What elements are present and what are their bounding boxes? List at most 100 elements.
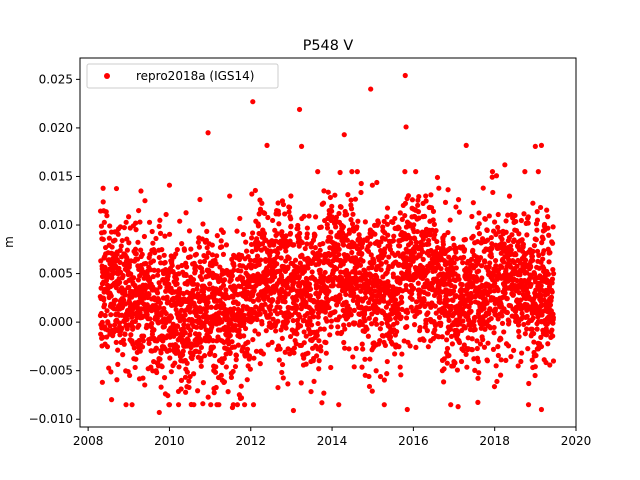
data-point (487, 306, 493, 312)
data-point (117, 247, 123, 254)
data-point (156, 409, 162, 416)
data-point (454, 367, 461, 373)
data-point (318, 224, 324, 230)
data-point (495, 287, 501, 294)
data-point (227, 349, 233, 356)
data-point (460, 260, 466, 266)
data-point (192, 267, 198, 274)
data-point (141, 233, 148, 240)
data-point (486, 264, 492, 270)
data-point (139, 251, 145, 258)
data-point (524, 313, 530, 320)
data-point (273, 328, 279, 334)
data-point (175, 264, 181, 270)
data-point (359, 341, 365, 347)
data-point (387, 316, 393, 322)
data-point (138, 188, 144, 194)
data-point (493, 263, 499, 269)
data-point (163, 211, 169, 218)
data-point (98, 310, 104, 317)
data-point (369, 182, 375, 188)
data-point (174, 281, 180, 287)
plot-frame (79, 57, 577, 428)
data-point (254, 316, 260, 323)
data-point (301, 340, 307, 346)
data-point (277, 268, 283, 274)
data-point (227, 332, 233, 339)
data-point (484, 227, 490, 233)
data-point (187, 254, 193, 260)
data-point (113, 339, 119, 345)
data-point (545, 225, 551, 231)
data-point (359, 244, 365, 250)
data-point (181, 317, 188, 323)
data-point (205, 250, 212, 256)
data-point (123, 301, 129, 307)
data-point (371, 259, 377, 266)
data-point (332, 309, 338, 315)
data-point (407, 262, 414, 268)
data-point (270, 297, 276, 303)
data-point (392, 215, 398, 222)
data-point (381, 402, 387, 408)
data-point (397, 210, 403, 216)
data-point (441, 232, 447, 238)
data-point (384, 205, 391, 211)
data-point (475, 358, 481, 365)
data-point (181, 322, 187, 328)
data-point (278, 293, 284, 299)
data-point (136, 337, 142, 344)
data-point (282, 349, 288, 355)
data-point (257, 361, 263, 367)
data-point (390, 238, 397, 244)
data-point (243, 239, 249, 245)
data-point (525, 402, 532, 408)
data-point (124, 247, 130, 253)
data-point (534, 326, 540, 332)
data-point (484, 358, 491, 364)
data-point (462, 236, 469, 243)
data-point (129, 402, 135, 408)
data-point (469, 213, 475, 220)
data-point (288, 193, 294, 199)
data-point (421, 297, 427, 303)
data-point (463, 351, 469, 357)
data-point (543, 359, 549, 366)
data-point (282, 211, 288, 217)
data-point (283, 258, 289, 264)
data-point (268, 303, 274, 309)
y-tick-label: −0.010 (29, 412, 73, 426)
data-point (168, 369, 174, 375)
data-point (532, 364, 538, 370)
x-tick-label: 2014 (317, 434, 348, 448)
data-point (514, 263, 520, 269)
y-tick-label: 0.025 (39, 72, 73, 86)
data-point (128, 271, 134, 277)
data-point (198, 363, 204, 369)
data-point (124, 316, 130, 322)
data-point (282, 299, 288, 305)
data-point (221, 355, 227, 362)
data-point (164, 294, 170, 300)
data-point (98, 223, 105, 229)
data-point (367, 305, 373, 312)
x-tick-label: 2016 (398, 434, 429, 448)
data-point (196, 314, 202, 320)
data-point (534, 227, 540, 233)
data-point (329, 203, 335, 209)
data-point (294, 297, 300, 303)
data-point (305, 265, 311, 271)
data-point (455, 197, 462, 203)
data-point (519, 310, 525, 317)
data-point (304, 225, 310, 231)
data-point (108, 397, 115, 403)
data-point (166, 402, 173, 408)
data-point (297, 230, 303, 236)
data-point (368, 286, 374, 292)
data-point (416, 193, 422, 200)
data-point (238, 252, 245, 259)
data-point (304, 310, 311, 317)
data-point (257, 311, 263, 317)
data-point (548, 294, 555, 300)
data-point (178, 377, 185, 383)
